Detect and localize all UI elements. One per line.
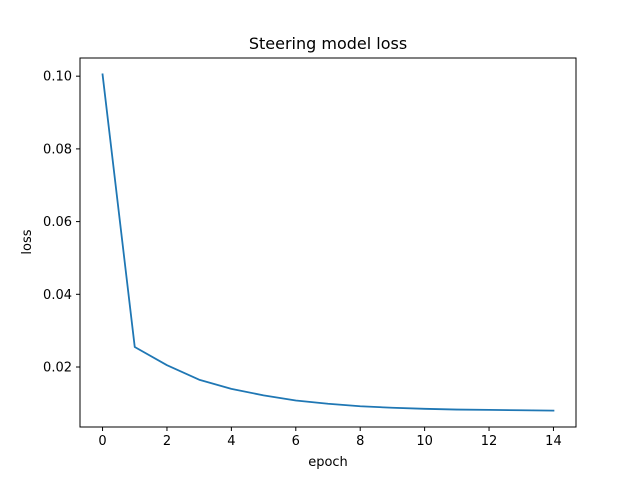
- x-tick-label: 14: [545, 434, 562, 449]
- y-axis-label: loss: [20, 229, 35, 254]
- chart-title: Steering model loss: [249, 34, 407, 53]
- x-axis-label: epoch: [308, 455, 348, 470]
- x-tick-label: 6: [292, 434, 300, 449]
- plot-area: 0 2 4 6 8 10 12 14 0.02 0.04 0.06 0.08 0.10: [43, 57, 577, 449]
- x-tick-label: 8: [356, 434, 364, 449]
- y-axis-ticks: 0.02 0.04 0.06 0.08 0.10: [43, 70, 80, 376]
- y-tick-label: 0.08: [43, 142, 72, 157]
- y-tick-label: 0.04: [43, 288, 72, 303]
- x-tick-label: 12: [481, 434, 498, 449]
- axes-frame: [79, 57, 577, 428]
- series-layer: [101, 73, 555, 412]
- y-tick-label: 0.06: [43, 215, 72, 230]
- y-tick-label: 0.02: [43, 361, 72, 376]
- loss-line: [101, 73, 555, 412]
- x-tick-label: 0: [98, 434, 106, 449]
- x-tick-label: 2: [163, 434, 171, 449]
- x-axis-ticks: 0 2 4 6 8 10 12 14: [98, 427, 562, 449]
- x-tick-label: 4: [227, 434, 235, 449]
- y-tick-label: 0.10: [43, 70, 72, 85]
- x-tick-label: 10: [416, 434, 433, 449]
